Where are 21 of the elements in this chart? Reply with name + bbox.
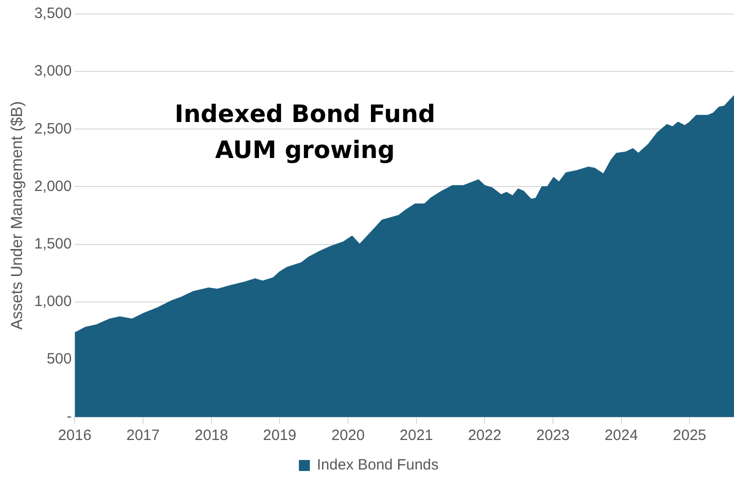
x-tick-label: 2018 bbox=[194, 427, 228, 444]
legend-label: Index Bond Funds bbox=[316, 456, 439, 474]
y-axis-title: Assets Under Management ($B) bbox=[9, 101, 26, 330]
y-tick-label: 1,000 bbox=[34, 293, 72, 310]
x-tick-label: 2023 bbox=[536, 427, 570, 444]
y-tick-label: 500 bbox=[46, 350, 72, 368]
text: Indexed Bond Fund AUM growing bbox=[174, 99, 436, 166]
x-tick-label: 2024 bbox=[604, 427, 638, 444]
x-tick-label: 2017 bbox=[126, 427, 160, 444]
x-tick-label: 2020 bbox=[331, 427, 365, 444]
x-tick-label: 2019 bbox=[263, 427, 296, 444]
x-tick-label: 2016 bbox=[58, 427, 92, 444]
y-tick-label: 3,000 bbox=[34, 62, 72, 80]
y-tick-label: 1,500 bbox=[34, 235, 72, 252]
y-tick-label: 2,000 bbox=[34, 178, 72, 195]
x-tick-label: 2022 bbox=[468, 427, 502, 444]
x-tick-label: 2025 bbox=[672, 427, 706, 444]
x-tick-label: 2021 bbox=[400, 427, 434, 444]
y-tick-label: - bbox=[66, 408, 72, 426]
y-tick-label: 3,500 bbox=[34, 5, 72, 22]
y-tick-label: 2,500 bbox=[34, 120, 72, 138]
